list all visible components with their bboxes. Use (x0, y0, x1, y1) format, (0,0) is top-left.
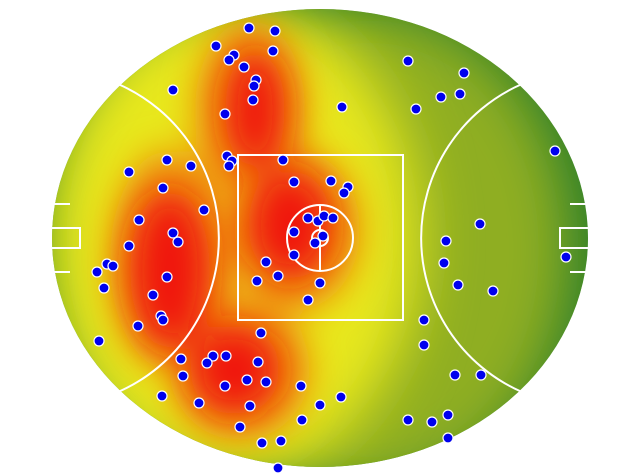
point (256, 437, 268, 449)
point (251, 275, 263, 287)
point (302, 212, 314, 224)
point (269, 25, 281, 37)
point (418, 314, 430, 326)
point (314, 399, 326, 411)
point (309, 237, 321, 249)
point (325, 175, 337, 187)
point (475, 369, 487, 381)
point (327, 212, 339, 224)
point (440, 235, 452, 247)
point (161, 271, 173, 283)
point (172, 236, 184, 248)
point (410, 103, 422, 115)
point (156, 390, 168, 402)
point (435, 91, 447, 103)
point (318, 210, 330, 222)
point (234, 421, 246, 433)
point (244, 400, 256, 412)
point (93, 335, 105, 347)
point (201, 357, 213, 369)
point (474, 218, 486, 230)
point (402, 414, 414, 426)
point (157, 182, 169, 194)
point (210, 40, 222, 52)
point (220, 350, 232, 362)
point (167, 227, 179, 239)
point (198, 204, 210, 216)
point (336, 101, 348, 113)
point (248, 80, 260, 92)
point (272, 270, 284, 282)
point (288, 249, 300, 261)
point (272, 462, 284, 474)
point (402, 55, 414, 67)
point (267, 45, 279, 57)
point (288, 226, 300, 238)
point (418, 339, 430, 351)
point (260, 376, 272, 388)
point (177, 370, 189, 382)
point (147, 289, 159, 301)
point (458, 67, 470, 79)
point (295, 380, 307, 392)
point (288, 176, 300, 188)
point (243, 22, 255, 34)
point (157, 314, 169, 326)
point (314, 277, 326, 289)
point (549, 145, 561, 157)
point (335, 391, 347, 403)
point (487, 285, 499, 297)
point (454, 88, 466, 100)
point (275, 435, 287, 447)
point (438, 257, 450, 269)
point (296, 414, 308, 426)
point (442, 409, 454, 421)
point (338, 187, 350, 199)
point (219, 108, 231, 120)
point (260, 256, 272, 268)
point (132, 320, 144, 332)
points (91, 22, 572, 474)
point (107, 260, 119, 272)
point (223, 160, 235, 172)
point (426, 416, 438, 428)
point (98, 282, 110, 294)
point (449, 369, 461, 381)
point (241, 374, 253, 386)
point (317, 230, 329, 242)
point (255, 327, 267, 339)
point (193, 397, 205, 409)
point (442, 432, 454, 444)
point (277, 154, 289, 166)
point (302, 294, 314, 306)
point (452, 279, 464, 291)
point (91, 266, 103, 278)
point (175, 353, 187, 365)
point (219, 380, 231, 392)
point (223, 54, 235, 66)
point (133, 214, 145, 226)
point (252, 356, 264, 368)
point (247, 94, 259, 106)
point (167, 84, 179, 96)
point (560, 251, 572, 263)
point (161, 154, 173, 166)
point (185, 160, 197, 172)
point (207, 350, 219, 362)
point (123, 166, 135, 178)
point (123, 240, 135, 252)
point (238, 61, 250, 73)
